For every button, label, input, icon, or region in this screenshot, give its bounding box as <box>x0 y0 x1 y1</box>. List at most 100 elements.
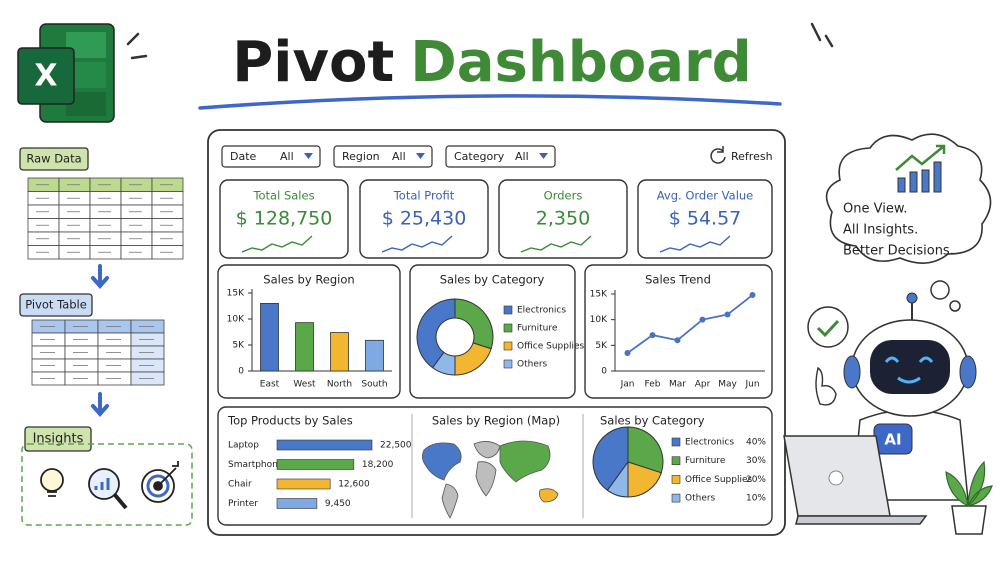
chart-card <box>584 264 773 399</box>
x-tick-label: East <box>260 380 280 390</box>
slice <box>592 426 629 492</box>
category-label: Laptop <box>228 441 259 451</box>
kpi-label: Total Sales <box>252 189 314 203</box>
value-label: 40% <box>746 438 766 448</box>
x-tick-label: West <box>293 380 316 390</box>
bar <box>330 332 349 372</box>
kpi-card <box>498 179 628 259</box>
y-tick-label: 15K <box>227 289 245 299</box>
legend-label: Furniture <box>517 324 558 334</box>
legend-swatch <box>503 359 513 369</box>
page-title: Pivot Dashboard <box>232 30 752 95</box>
refresh-label[interactable]: Refresh <box>731 150 773 163</box>
legend-swatch <box>503 341 513 351</box>
slice <box>431 351 456 376</box>
excel-icon: X <box>17 23 115 123</box>
map-region <box>539 488 559 503</box>
dropdown-arrow <box>539 153 548 159</box>
filter-dropdown[interactable] <box>445 145 556 168</box>
slice <box>416 298 456 369</box>
title-accent: Dashboard <box>410 30 752 95</box>
legend-swatch <box>671 475 681 484</box>
kpi-sparkline <box>659 235 731 253</box>
dropdown-arrow <box>416 153 425 159</box>
raw-data-label: Raw Data <box>26 152 81 166</box>
kpi-sparkline <box>520 235 592 253</box>
bubble-icon <box>895 144 946 193</box>
y-tick-label: 10K <box>227 315 245 325</box>
x-tick-label: Feb <box>645 380 661 390</box>
y-tick-label: 5K <box>595 341 608 351</box>
kpi-value: $ 128,750 <box>236 208 333 230</box>
filter-label: Region <box>342 150 380 163</box>
map-region <box>473 441 501 459</box>
kpi-sparkline <box>381 235 453 253</box>
x-tick-label: Mar <box>669 380 686 390</box>
filter-dropdown[interactable] <box>333 145 433 168</box>
bubble-line: All Insights. <box>843 223 918 238</box>
legend-swatch <box>503 323 513 333</box>
x-tick-label: North <box>327 380 352 390</box>
filter-bar: Date All Region All Category All <box>221 145 556 168</box>
laptop <box>783 435 928 525</box>
x-tick-label: May <box>718 380 737 390</box>
title-sparks <box>126 22 834 60</box>
kpi-label: Avg. Order Value <box>657 189 754 203</box>
legend-swatch <box>503 305 513 315</box>
point <box>699 316 706 323</box>
flow-arrow <box>91 264 109 290</box>
kpi-label: Orders <box>544 189 583 203</box>
bar <box>260 302 279 372</box>
point <box>749 292 756 299</box>
pivot-table <box>31 319 165 386</box>
bar <box>295 322 314 372</box>
pivot-table-tag <box>19 293 93 317</box>
slice <box>627 461 662 498</box>
kpi-value: $ 25,430 <box>382 208 467 230</box>
chart-title: Top Products by Sales <box>227 414 353 428</box>
point <box>649 332 656 339</box>
map-region <box>441 483 459 519</box>
y-tick-label: 0 <box>601 367 607 377</box>
value-label: 18,200 <box>362 460 394 470</box>
plant <box>945 460 993 535</box>
kpi-card <box>219 179 349 259</box>
legend-label: Others <box>685 494 716 504</box>
line <box>626 294 754 354</box>
kpi-label: Total Profit <box>393 189 455 203</box>
kpi-row: Total Sales $ 128,750 Total Profit $ 25,430… <box>219 179 773 259</box>
legend-swatch <box>671 493 681 503</box>
title-underline <box>198 94 782 110</box>
raw-data-tag <box>19 147 89 171</box>
bar <box>276 478 331 490</box>
value-label: 9,450 <box>325 499 351 509</box>
refresh-button[interactable]: Refresh <box>710 146 773 164</box>
bubble-line: Better Decisions. <box>843 244 954 259</box>
point <box>724 311 731 318</box>
excel-letter: X <box>34 59 57 94</box>
y-tick-label: 0 <box>238 367 244 377</box>
filter-dropdown[interactable] <box>221 145 321 168</box>
kpi-value: 2,350 <box>536 208 590 230</box>
legend-label: Furniture <box>685 456 726 466</box>
category-label: Smartphone <box>228 460 284 470</box>
kpi-card <box>637 179 773 259</box>
charts: Sales by Region 0 5K 10K 15K East West North Sou… <box>217 264 773 526</box>
point <box>674 337 681 344</box>
x-tick-label: Jun <box>744 380 759 390</box>
kpi-card <box>359 179 489 259</box>
robot-badge: AI <box>884 431 901 449</box>
category-label: Printer <box>228 499 258 509</box>
sidebar: Raw Data Pivot Table Insights <box>19 147 193 526</box>
legend-label: Office Supplies <box>517 342 585 352</box>
chart-title: Sales by Category <box>440 273 545 287</box>
legend-swatch <box>671 456 681 466</box>
x-tick-label: South <box>361 380 387 390</box>
bubble-line: One View. <box>843 202 907 217</box>
kpi-value: $ 54.57 <box>669 208 742 230</box>
title-word: Pivot <box>232 30 394 95</box>
legend-swatch <box>671 437 681 447</box>
y-tick-label: 5K <box>232 341 245 351</box>
value-label: 10% <box>746 494 766 504</box>
insights-box <box>21 443 193 526</box>
